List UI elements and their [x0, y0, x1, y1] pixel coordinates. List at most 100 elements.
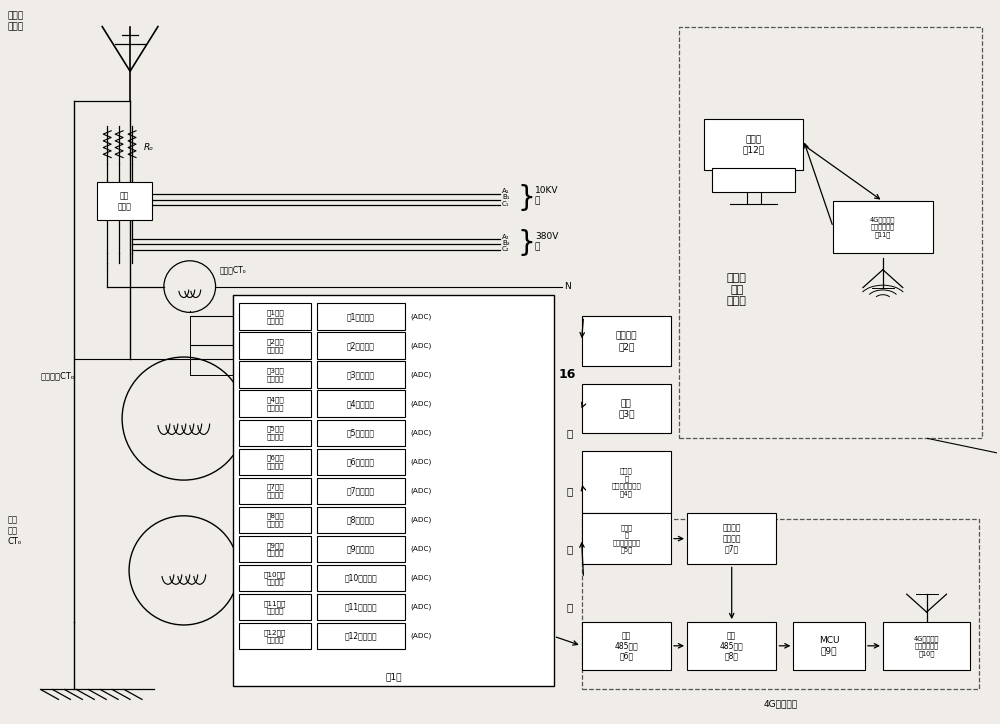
Bar — [239, 594, 311, 620]
Text: 10KV
～: 10KV ～ — [535, 185, 558, 205]
Text: 第7信号调理: 第7信号调理 — [347, 487, 375, 495]
Text: 4G无线通信
（发射）模块
（10）: 4G无线通信 （发射）模块 （10） — [914, 635, 939, 657]
Text: 第10信号调理: 第10信号调理 — [344, 573, 377, 583]
Text: (ADC): (ADC) — [411, 604, 432, 610]
Text: 单: 单 — [566, 486, 573, 496]
Text: (ADC): (ADC) — [411, 517, 432, 523]
Bar — [582, 384, 671, 434]
Text: 第12信号调理: 第12信号调理 — [344, 632, 377, 641]
Bar — [239, 419, 311, 446]
Bar — [239, 565, 311, 592]
Text: (ADC): (ADC) — [411, 575, 432, 581]
Bar — [582, 622, 671, 670]
Text: （1）: （1） — [385, 672, 402, 681]
Text: (ADC): (ADC) — [411, 371, 432, 378]
Text: (ADC): (ADC) — [411, 400, 432, 407]
Text: 第5信号
采样滤波: 第5信号 采样滤波 — [266, 426, 284, 439]
Text: (ADC): (ADC) — [411, 429, 432, 436]
Text: 第11信号
采样滤波: 第11信号 采样滤波 — [264, 600, 286, 614]
Text: 第一
485总线
（6）: 第一 485总线 （6） — [614, 631, 638, 661]
Text: 高压漏电CTₒ: 高压漏电CTₒ — [41, 371, 75, 380]
Text: 第二
485总线
（8）: 第二 485总线 （8） — [720, 631, 744, 661]
Bar — [239, 361, 311, 387]
Text: 第12信号
采样滤波: 第12信号 采样滤波 — [264, 629, 286, 644]
Text: 总开关
与
分开关状态信号
（4）: 总开关 与 分开关状态信号 （4） — [611, 468, 641, 497]
Text: 总开关
与
分开关控制信号
（5）: 总开关 与 分开关控制信号 （5） — [612, 524, 640, 553]
Bar — [317, 419, 405, 446]
Bar — [239, 390, 311, 417]
Bar — [317, 507, 405, 533]
Text: (ADC): (ADC) — [411, 313, 432, 320]
Text: A₂
B₂
C₂: A₂ B₂ C₂ — [502, 234, 510, 252]
Text: 键盘
（3）: 键盘 （3） — [618, 399, 635, 418]
Bar — [582, 451, 671, 513]
Bar — [687, 513, 776, 565]
Text: }: } — [518, 229, 536, 257]
Bar — [317, 303, 405, 329]
Text: 第7信号
采样滤波: 第7信号 采样滤波 — [266, 484, 284, 498]
Bar — [239, 507, 311, 533]
Bar — [704, 119, 803, 170]
Text: 第8信号
采样滤波: 第8信号 采样滤波 — [266, 513, 284, 527]
Bar — [317, 449, 405, 475]
Text: Rₒ: Rₒ — [144, 143, 154, 152]
Text: 第6信号
采样滤波: 第6信号 采样滤波 — [266, 455, 284, 469]
Text: MCU
（9）: MCU （9） — [819, 636, 839, 655]
Bar — [317, 594, 405, 620]
Bar — [582, 519, 979, 689]
Bar — [833, 201, 933, 253]
Text: 上位机
（12）: 上位机 （12） — [743, 135, 765, 154]
Bar — [239, 623, 311, 649]
Text: 第5信号调理: 第5信号调理 — [347, 428, 375, 437]
Bar — [317, 565, 405, 592]
Text: 机: 机 — [566, 602, 573, 613]
Bar — [317, 478, 405, 504]
Bar — [239, 478, 311, 504]
Text: 第4信号调理: 第4信号调理 — [347, 399, 375, 408]
Bar — [239, 449, 311, 475]
Text: 液晶显示
（2）: 液晶显示 （2） — [616, 332, 637, 351]
Bar — [239, 332, 311, 358]
Bar — [233, 295, 554, 686]
Text: 高低压
接地网: 高低压 接地网 — [8, 12, 24, 31]
Text: 片: 片 — [566, 544, 573, 554]
Bar — [687, 622, 776, 670]
Text: 第2信号
采样滤波: 第2信号 采样滤波 — [266, 338, 284, 353]
Bar — [97, 182, 152, 220]
Text: 第3信号
采样滤波: 第3信号 采样滤波 — [266, 368, 284, 382]
Text: 第4信号
采样滤波: 第4信号 采样滤波 — [266, 397, 284, 411]
Text: 第1信号调理: 第1信号调理 — [347, 312, 375, 321]
Text: 第9信号
采样滤波: 第9信号 采样滤波 — [266, 542, 284, 556]
Text: 台区
变压器: 台区 变压器 — [118, 192, 132, 211]
Text: 第3信号调理: 第3信号调理 — [347, 370, 375, 379]
Text: (ADC): (ADC) — [411, 342, 432, 349]
Text: }: } — [518, 185, 536, 212]
Text: (ADC): (ADC) — [411, 487, 432, 494]
Text: 380V
～: 380V ～ — [535, 232, 558, 252]
Text: 第1信号
采样滤波: 第1信号 采样滤波 — [266, 309, 284, 324]
Text: 16: 16 — [559, 368, 576, 381]
Bar — [317, 623, 405, 649]
Text: 第11信号调理: 第11信号调理 — [344, 602, 377, 612]
Bar — [317, 390, 405, 417]
Bar — [317, 361, 405, 387]
Bar — [582, 513, 671, 565]
Text: 4G无线通信
（接收）模块
（11）: 4G无线通信 （接收）模块 （11） — [870, 216, 896, 238]
Text: 第10信号
采样滤波: 第10信号 采样滤波 — [264, 571, 286, 585]
Text: 第2信号调理: 第2信号调理 — [347, 341, 375, 350]
Text: 低压
漏电
CTₒ: 低压 漏电 CTₒ — [8, 515, 22, 546]
Bar — [239, 303, 311, 329]
Bar — [679, 27, 982, 439]
Bar — [317, 332, 405, 358]
Bar — [317, 536, 405, 562]
Text: 位: 位 — [566, 428, 573, 438]
Text: A₁
B₁
C₁: A₁ B₁ C₁ — [502, 188, 509, 206]
Text: 开关信号
输入接口
（7）: 开关信号 输入接口 （7） — [722, 523, 741, 554]
Bar — [883, 622, 970, 670]
Text: N: N — [564, 282, 570, 291]
Bar — [239, 536, 311, 562]
Bar — [793, 622, 865, 670]
Text: 4G通信装置: 4G通信装置 — [763, 699, 797, 708]
Bar — [582, 316, 671, 366]
Text: 第8信号调理: 第8信号调理 — [347, 515, 375, 524]
